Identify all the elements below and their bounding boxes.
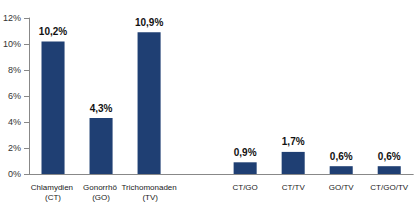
svg-text:2%: 2% <box>8 143 21 153</box>
svg-text:(GO): (GO) <box>92 193 110 202</box>
svg-text:1,7%: 1,7% <box>282 136 305 147</box>
svg-text:4%: 4% <box>8 117 21 127</box>
svg-text:Trichomonaden: Trichomonaden <box>121 183 176 192</box>
svg-text:CT/TV: CT/TV <box>282 183 306 192</box>
svg-text:(TV): (TV) <box>140 193 158 202</box>
svg-text:10,9%: 10,9% <box>135 17 163 28</box>
svg-text:CT/GO: CT/GO <box>232 183 257 192</box>
svg-text:Chlamydien: Chlamydien <box>31 183 75 192</box>
svg-text:GO/TV: GO/TV <box>329 183 355 192</box>
svg-text:CT/GO/TV: CT/GO/TV <box>370 183 408 192</box>
svg-text:0,6%: 0,6% <box>378 151 401 162</box>
svg-text:10%: 10% <box>3 39 21 49</box>
svg-text:Gonorrhö: Gonorrhö <box>83 183 119 192</box>
svg-text:0%: 0% <box>8 169 21 179</box>
svg-text:0,6%: 0,6% <box>330 151 353 162</box>
svg-text:4,3%: 4,3% <box>90 103 113 114</box>
svg-text:8%: 8% <box>8 65 21 75</box>
svg-text:(CT): (CT) <box>45 193 61 202</box>
svg-text:12%: 12% <box>3 13 21 23</box>
svg-text:10,2%: 10,2% <box>39 26 67 37</box>
svg-text:0,9%: 0,9% <box>234 147 257 158</box>
svg-text:6%: 6% <box>8 91 21 101</box>
